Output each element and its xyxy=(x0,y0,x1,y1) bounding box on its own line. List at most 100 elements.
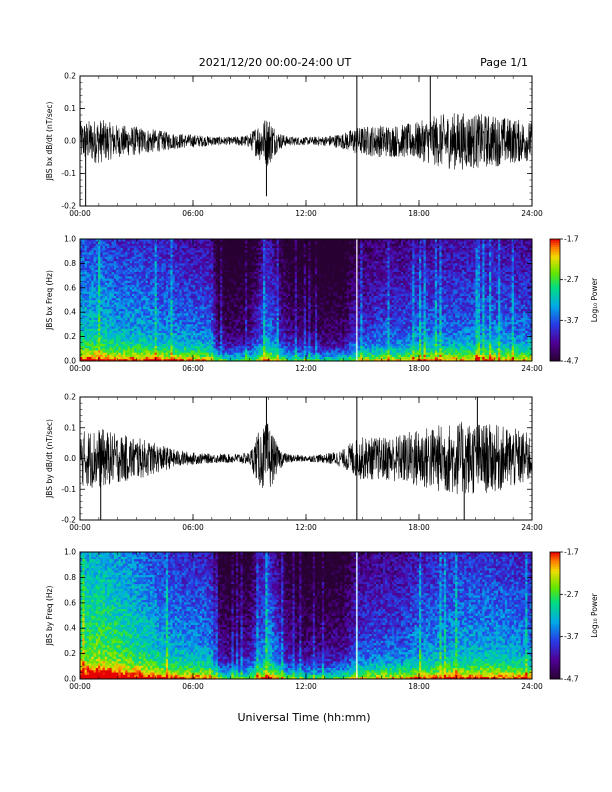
heatmap-cell xyxy=(181,328,185,331)
heatmap-cell xyxy=(131,262,135,266)
heatmap-cell xyxy=(141,265,144,268)
heatmap-cell xyxy=(116,297,119,301)
heatmap-cell xyxy=(147,282,151,286)
heatmap-cell xyxy=(244,286,248,290)
heatmap-cell xyxy=(177,343,180,347)
heatmap-cell xyxy=(269,295,273,299)
heatmap-cell xyxy=(195,286,198,290)
heatmap-cell xyxy=(165,304,169,307)
heatmap-cell xyxy=(161,256,164,259)
heatmap-cell xyxy=(204,326,207,329)
heatmap-cell xyxy=(150,330,153,334)
heatmap-cell xyxy=(98,313,101,316)
heatmap-cell xyxy=(168,254,171,257)
heatmap-cell xyxy=(113,310,117,314)
heatmap-cell xyxy=(244,265,248,268)
heatmap-cell xyxy=(163,341,167,344)
heatmap-cell xyxy=(170,356,174,360)
heatmap-cell xyxy=(113,282,117,286)
heatmap-cell xyxy=(208,345,212,349)
heatmap-cell xyxy=(102,321,106,325)
heatmap-cell xyxy=(186,302,189,305)
heatmap-cell xyxy=(222,319,225,323)
heatmap-cell xyxy=(186,337,189,340)
heatmap-cell xyxy=(179,284,183,288)
heatmap-cell xyxy=(202,276,205,279)
heatmap-cell xyxy=(143,280,146,283)
heatmap-cell xyxy=(269,310,273,314)
heatmap-cell xyxy=(226,245,230,249)
heatmap-cell xyxy=(95,350,99,353)
heatmap-cell xyxy=(183,343,187,347)
heatmap-cell xyxy=(204,306,207,310)
heatmap-cell xyxy=(202,256,205,259)
heatmap-cell xyxy=(202,328,205,331)
heatmap-cell xyxy=(249,262,253,266)
heatmap-cell xyxy=(141,252,144,255)
heatmap-cell xyxy=(247,319,250,323)
heatmap-cell xyxy=(122,271,126,275)
heatmap-cell xyxy=(183,286,187,290)
heatmap-cell xyxy=(80,289,83,292)
heatmap-cell xyxy=(217,323,221,327)
heatmap-cell xyxy=(89,280,92,283)
heatmap-cell xyxy=(168,321,171,325)
heatmap-cell xyxy=(150,326,153,329)
heatmap-cell xyxy=(116,282,119,286)
heatmap-cell xyxy=(159,297,162,301)
heatmap-cell xyxy=(136,350,140,353)
heatmap-cell xyxy=(247,265,250,268)
heatmap-cell xyxy=(206,278,210,281)
heatmap-cell xyxy=(186,308,189,312)
heatmap-cell xyxy=(86,280,90,283)
heatmap-cell xyxy=(82,243,85,246)
heatmap-cell xyxy=(163,247,167,251)
heatmap-cell xyxy=(229,289,232,292)
heatmap-cell xyxy=(233,258,237,262)
heatmap-cell xyxy=(244,252,248,255)
heatmap-cell xyxy=(168,313,171,316)
heatmap-cell xyxy=(238,300,241,303)
heatmap-cell xyxy=(224,326,228,329)
heatmap-cell xyxy=(224,258,228,262)
heatmap-cell xyxy=(193,319,196,323)
heatmap-cell xyxy=(193,252,196,255)
heatmap-cell xyxy=(190,256,194,259)
heatmap-cell xyxy=(150,313,153,316)
heatmap-cell xyxy=(122,330,126,334)
heatmap-cell xyxy=(80,278,83,281)
heatmap-cell xyxy=(220,269,223,273)
heatmap-cell xyxy=(199,282,203,286)
heatmap-cell xyxy=(143,354,146,357)
heatmap-cell xyxy=(204,343,207,347)
heatmap-cell xyxy=(138,258,142,262)
heatmap-cell xyxy=(80,358,83,362)
heatmap-cell xyxy=(272,284,275,288)
heatmap-cell xyxy=(104,304,108,307)
heatmap-cell xyxy=(150,304,153,307)
heatmap-cell xyxy=(80,343,83,347)
heatmap-cell xyxy=(183,254,187,257)
heatmap-cell xyxy=(265,337,268,340)
heatmap-cell xyxy=(183,350,187,353)
heatmap-cell xyxy=(150,269,153,273)
heatmap-cell xyxy=(163,300,167,303)
heatmap-cell xyxy=(104,339,108,342)
heatmap-cell xyxy=(211,313,214,316)
heatmap-cell xyxy=(226,323,230,327)
heatmap-cell xyxy=(222,286,225,290)
heatmap-cell xyxy=(186,315,189,318)
heatmap-cell xyxy=(145,358,149,362)
heatmap-cell xyxy=(125,310,128,314)
heatmap-cell xyxy=(107,356,110,360)
heatmap-cell xyxy=(263,347,266,351)
heatmap-cell xyxy=(152,310,155,314)
heatmap-cell xyxy=(233,254,237,257)
heatmap-cell xyxy=(193,308,196,312)
heatmap-cell xyxy=(163,352,167,355)
heatmap-cell xyxy=(215,297,219,301)
heatmap-cell xyxy=(116,341,119,344)
heatmap-cell xyxy=(80,256,83,259)
heatmap-cell xyxy=(229,326,232,329)
heatmap-cell xyxy=(220,258,223,262)
